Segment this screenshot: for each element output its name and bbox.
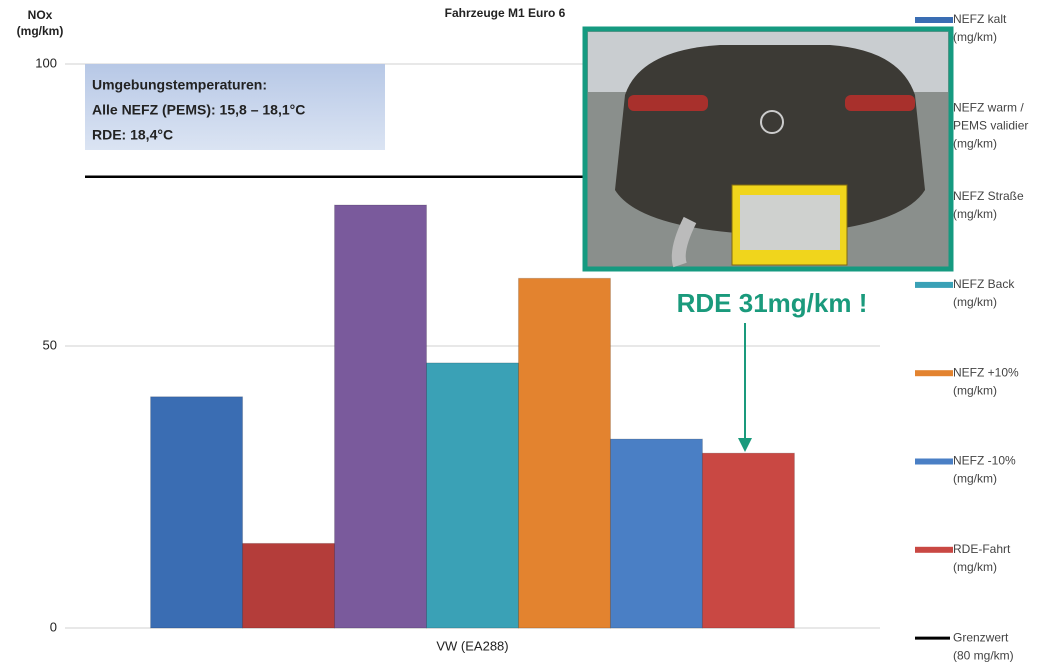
y-tick-label: 0	[50, 619, 57, 634]
info-text: Alle NEFZ (PEMS): 15,8 – 18,1°C	[92, 102, 305, 118]
info-box	[85, 64, 385, 150]
legend-label: (mg/km)	[953, 383, 997, 397]
legend-marker	[915, 370, 953, 377]
legend-marker	[915, 281, 953, 288]
legend-label: (mg/km)	[953, 207, 997, 221]
annotation: RDE 31mg/km !	[677, 288, 868, 318]
legend-label: (mg/km)	[953, 295, 997, 309]
photo	[582, 26, 954, 272]
legend-label: (mg/km)	[953, 30, 997, 44]
annotation-arrowhead	[738, 438, 752, 452]
legend-label: (mg/km)	[953, 472, 997, 486]
info-text: RDE: 18,4°C	[92, 127, 173, 143]
bar	[242, 542, 336, 629]
legend-label: RDE-Fahrt	[953, 542, 1011, 556]
bar	[150, 396, 244, 629]
bar	[334, 204, 428, 629]
legend-marker	[915, 458, 953, 465]
legend-label: NEFZ warm /	[953, 100, 1024, 114]
legend-label: NEFZ +10%	[953, 365, 1019, 379]
y-axis-label: (mg/km)	[17, 24, 64, 38]
bar	[701, 452, 795, 629]
legend-label: NEFZ Back	[953, 277, 1015, 291]
x-tick-label: VW (EA288)	[436, 638, 508, 653]
y-tick-label: 100	[35, 55, 57, 70]
bar	[517, 277, 611, 629]
bar	[426, 362, 519, 629]
legend-marker	[915, 17, 953, 23]
legend-label: (mg/km)	[953, 136, 997, 150]
info-text: Umgebungstemperaturen:	[92, 77, 267, 93]
chart-title: Fahrzeuge M1 Euro 6	[445, 6, 566, 20]
bar	[609, 438, 703, 629]
legend-label: NEFZ kalt	[953, 12, 1007, 26]
legend-label: (mg/km)	[953, 560, 997, 574]
legend-label: PEMS validier	[953, 118, 1028, 132]
legend-label: NEFZ -10%	[953, 454, 1016, 468]
legend-label: NEFZ Straße	[953, 189, 1024, 203]
y-axis-label: NOx	[28, 8, 53, 22]
legend-label: Grenzwert	[953, 630, 1009, 644]
y-tick-label: 50	[43, 337, 57, 352]
legend-label: (80 mg/km)	[953, 648, 1014, 662]
legend-marker	[915, 546, 953, 553]
